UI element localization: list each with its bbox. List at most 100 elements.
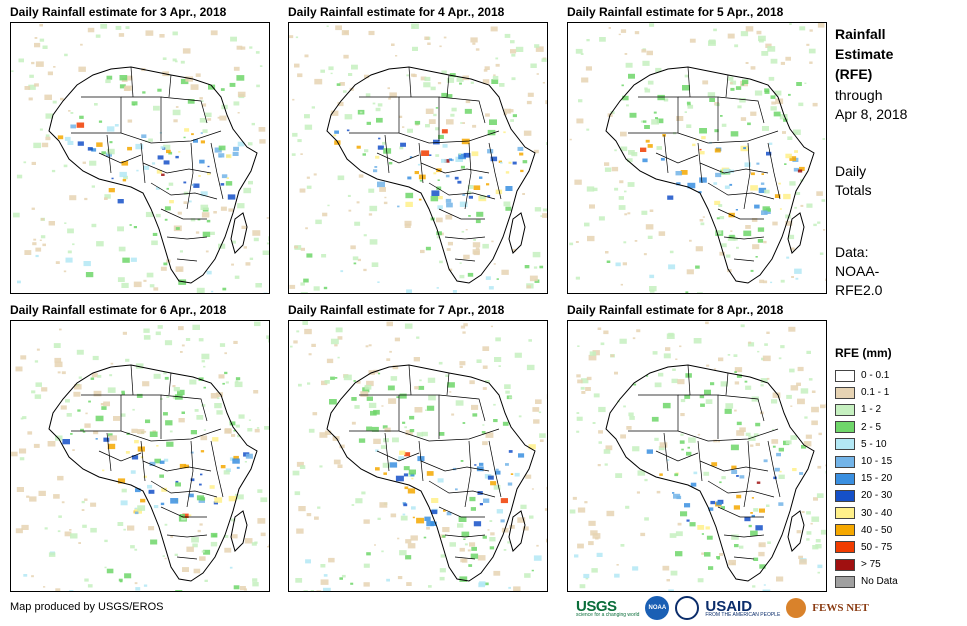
rainfall-cell (509, 524, 515, 529)
rainfall-cell (692, 143, 696, 147)
rainfall-cell (382, 462, 390, 468)
rainfall-cell (322, 212, 328, 217)
rainfall-cell (770, 95, 776, 99)
rainfall-cell (351, 397, 357, 401)
rainfall-cell (754, 204, 760, 209)
rainfall-cell (459, 82, 462, 85)
rainfall-cell (741, 83, 745, 86)
rainfall-cell (533, 266, 538, 269)
rainfall-cell (418, 198, 422, 201)
legend-item: 2 - 5 (835, 419, 935, 436)
rainfall-cell (236, 45, 243, 50)
rainfall-cell (16, 487, 24, 492)
rainfall-cell (747, 122, 751, 126)
rainfall-cell (173, 387, 180, 392)
rainfall-cell (407, 488, 416, 494)
legend-label: 40 - 50 (861, 524, 893, 536)
rainfall-cell (117, 277, 125, 282)
rainfall-cell (575, 48, 583, 54)
rainfall-cell (819, 252, 824, 255)
rainfall-cell (780, 61, 785, 65)
legend-swatch (835, 541, 855, 554)
rainfall-cell (62, 439, 70, 445)
rainfall-cell (592, 187, 598, 192)
rainfall-cell (32, 242, 37, 246)
rainfall-cell (166, 149, 171, 154)
rainfall-cell (337, 175, 345, 181)
rainfall-cell (446, 77, 455, 83)
rainfall-cell (699, 219, 704, 222)
rainfall-cell (105, 79, 111, 84)
rainfall-cell (495, 57, 499, 60)
rainfall-cell (163, 262, 168, 266)
rainfall-cell (767, 541, 771, 544)
rainfall-cell (641, 49, 647, 53)
rainfall-cell (702, 216, 705, 218)
rainfall-cell (670, 570, 678, 576)
rainfall-cell (27, 431, 33, 435)
rainfall-cell (78, 542, 81, 544)
rainfall-cell (467, 185, 474, 189)
country-border (140, 440, 146, 482)
rainfall-cell (488, 286, 494, 290)
rainfall-cell (709, 97, 715, 102)
rainfall-cell (111, 177, 114, 180)
africa-coastline (326, 66, 536, 284)
rainfall-cell (445, 214, 453, 220)
rainfall-cell (155, 331, 161, 336)
rainfall-cell (785, 214, 791, 219)
rainfall-cell (742, 79, 749, 84)
rainfall-cell (666, 333, 675, 339)
rainfall-cell (257, 489, 263, 493)
rainfall-cell (487, 129, 496, 136)
rainfall-cell (182, 513, 189, 518)
rainfall-cell (267, 546, 269, 548)
rainfall-cell (804, 416, 808, 419)
country-border (384, 432, 390, 472)
rainfall-cell (714, 129, 719, 133)
rainfall-cell (320, 579, 329, 585)
rainfall-cell (389, 350, 392, 353)
rainfall-cell (522, 160, 528, 164)
rainfall-cell (109, 374, 113, 377)
rainfall-cell (487, 149, 494, 154)
rainfall-cell (39, 128, 43, 131)
rainfall-cell (201, 550, 205, 553)
rainfall-cell (580, 386, 585, 390)
rainfall-cell (353, 262, 357, 265)
rainfall-cell (719, 251, 725, 256)
rainfall-cell (188, 493, 194, 498)
rainfall-cell (29, 496, 37, 502)
rainfall-cell (733, 505, 740, 510)
rainfall-cell (577, 507, 586, 513)
rainfall-cell (315, 219, 322, 225)
rainfall-cell (788, 326, 796, 332)
rainfall-cell (620, 146, 628, 152)
rainfall-cell (405, 430, 413, 436)
rainfall-cell (123, 528, 126, 531)
country-border (166, 236, 208, 240)
rainfall-cell (121, 282, 129, 288)
rainfall-cell (458, 153, 466, 160)
rainfall-cell (576, 412, 580, 414)
rainfall-cell (78, 376, 82, 379)
rainfall-cell (569, 509, 576, 514)
rainfall-cell (460, 122, 463, 124)
rainfall-cell (57, 371, 61, 374)
rainfall-cell (579, 584, 586, 589)
rainfall-cell (308, 353, 312, 356)
rainfall-cell (377, 517, 381, 520)
map-panel-apr7: Daily Rainfall estimate for 7 Apr., 2018 (288, 302, 548, 592)
rainfall-cell (598, 216, 605, 221)
rainfall-cell (231, 263, 234, 266)
rainfall-cell (637, 470, 646, 476)
rainfall-cell (660, 157, 665, 161)
rainfall-cell (220, 206, 227, 211)
rainfall-cell (812, 545, 819, 550)
rainfall-cell (790, 385, 799, 391)
rainfall-cell (177, 389, 185, 396)
rainfall-cell (148, 138, 153, 142)
madagascar-outline (230, 212, 248, 254)
rainfall-field (11, 321, 269, 591)
rainfall-cell (101, 406, 107, 410)
